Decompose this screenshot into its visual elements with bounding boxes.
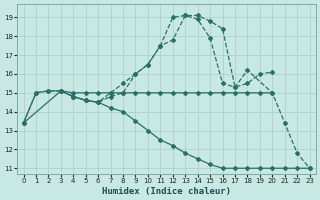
X-axis label: Humidex (Indice chaleur): Humidex (Indice chaleur) (102, 187, 231, 196)
